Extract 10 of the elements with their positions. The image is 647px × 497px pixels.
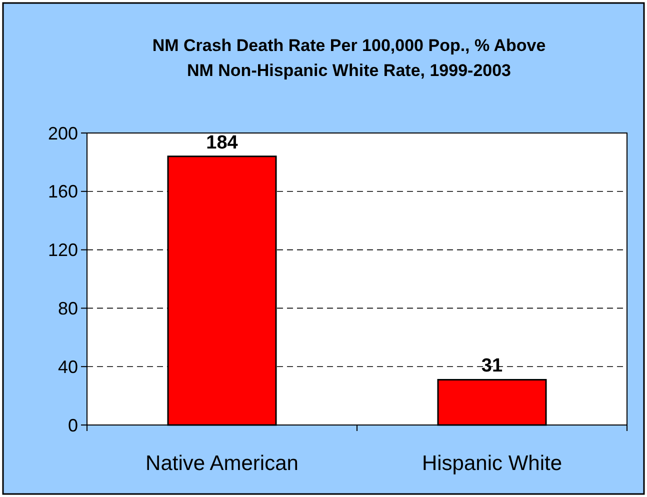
data-label: 184 (206, 132, 238, 154)
y-tick-label: 120 (48, 240, 78, 260)
x-tick-label: Hispanic White (422, 452, 562, 475)
y-tick-label: 40 (58, 356, 78, 377)
y-tick-label: 0 (68, 415, 78, 436)
y-tick-label: 200 (48, 123, 78, 144)
y-tick-label: 80 (58, 298, 78, 318)
chart-title: NM Crash Death Rate Per 100,000 Pop., % Above NM Non-Hispanic White Rate, 1999-2003 (152, 36, 546, 80)
x-tick-label: Native American (146, 452, 298, 475)
y-tick-label: 160 (48, 182, 78, 202)
